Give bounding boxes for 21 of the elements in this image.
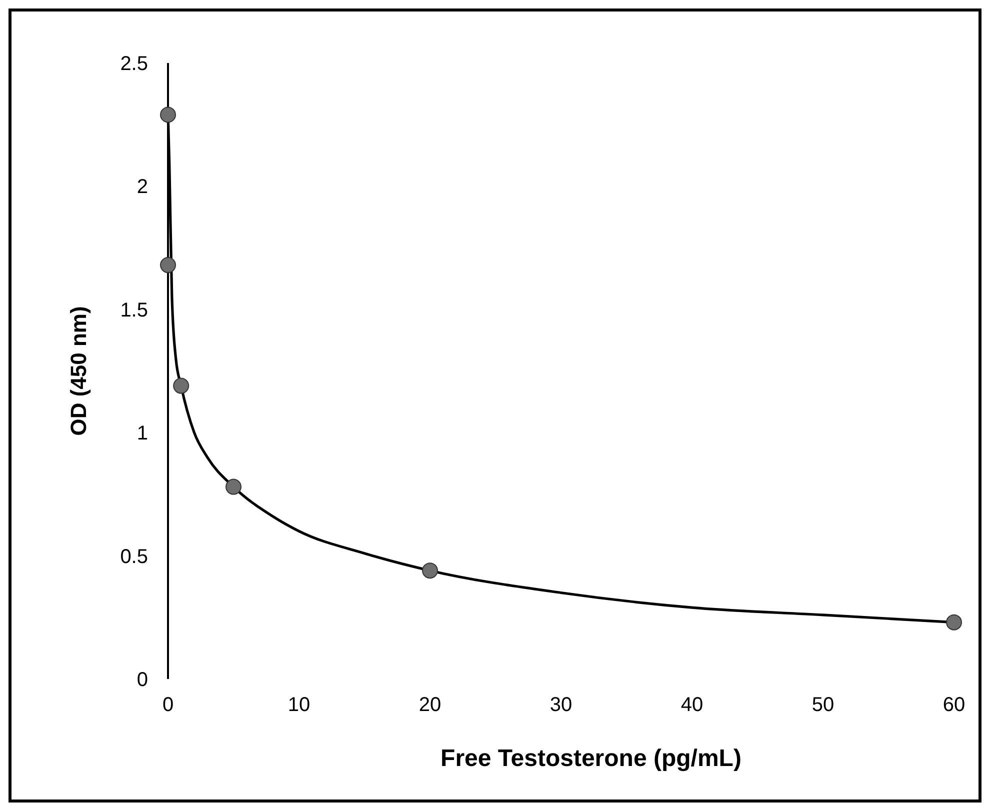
x-tick-label: 0	[162, 694, 174, 716]
point	[422, 562, 438, 579]
point	[160, 257, 176, 274]
point	[160, 106, 176, 123]
y-tick-label: 0.5	[120, 546, 148, 568]
point	[173, 378, 190, 394]
x-tick-label: 60	[942, 694, 966, 716]
x-tick-label: 20	[418, 694, 442, 716]
y-axis-title: OD (450 nm)	[66, 306, 91, 436]
x-axis-title: Free Testosterone (pg/mL)	[440, 745, 742, 772]
x-tick-label: 30	[550, 694, 572, 716]
x-tick-label: 50	[812, 694, 834, 716]
point	[226, 478, 242, 495]
y-tick-label: 0	[136, 669, 148, 691]
x-tick-label: 10	[288, 694, 310, 716]
y-tick-label: 1	[136, 422, 148, 445]
y-tick-label: 2.5	[120, 53, 148, 75]
x-tick-label: 40	[680, 694, 704, 716]
point	[946, 614, 962, 630]
y-tick-label: 2	[136, 176, 148, 198]
y-tick-label: 1.5	[120, 299, 148, 322]
